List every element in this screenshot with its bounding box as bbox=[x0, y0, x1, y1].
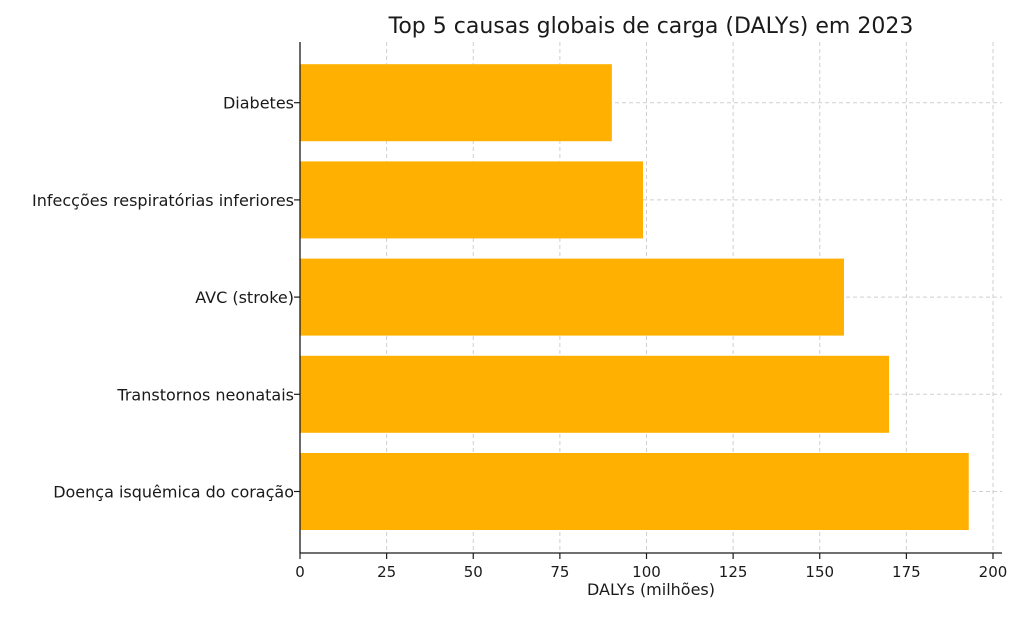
x-axis-title: DALYs (milhões) bbox=[587, 580, 715, 599]
bar-3 bbox=[300, 258, 845, 336]
x-tick-label: 125 bbox=[719, 563, 748, 581]
category-label: AVC (stroke) bbox=[195, 288, 294, 307]
bars bbox=[300, 64, 969, 530]
category-labels: Doença isquêmica do coração Transtornos n… bbox=[32, 94, 300, 502]
x-tick-label: 25 bbox=[377, 563, 396, 581]
bar-4 bbox=[300, 161, 644, 239]
x-ticks: 0 25 50 75 100 125 150 175 200 bbox=[295, 553, 1007, 581]
category-label: Transtornos neonatais bbox=[116, 385, 294, 404]
bar-5 bbox=[300, 64, 612, 142]
x-tick-label: 200 bbox=[979, 563, 1008, 581]
category-label: Diabetes bbox=[223, 94, 294, 113]
x-tick-label: 175 bbox=[892, 563, 921, 581]
bar-1 bbox=[300, 453, 969, 530]
x-tick-label: 75 bbox=[550, 563, 569, 581]
x-tick-label: 150 bbox=[805, 563, 834, 581]
category-label: Doença isquêmica do coração bbox=[53, 483, 294, 502]
category-label: Infecções respiratórias inferiores bbox=[32, 191, 294, 210]
x-tick-label: 100 bbox=[632, 563, 661, 581]
bar-2 bbox=[300, 355, 890, 433]
x-tick-label: 0 bbox=[295, 563, 305, 581]
x-tick-label: 50 bbox=[464, 563, 483, 581]
chart-title: Top 5 causas globais de carga (DALYs) em… bbox=[388, 14, 914, 39]
